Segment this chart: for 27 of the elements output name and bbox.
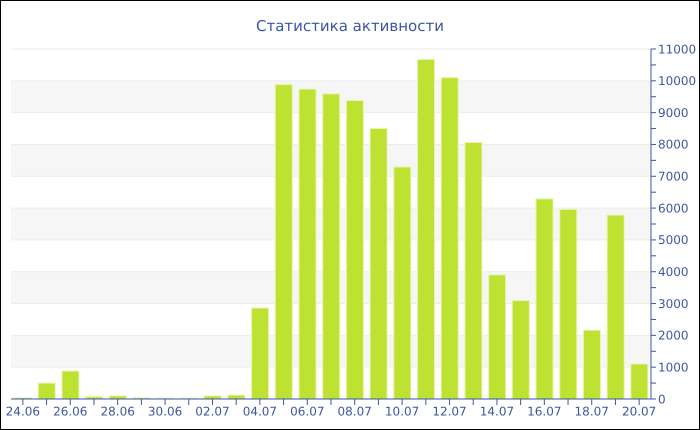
x-tick-label: 28.06 — [100, 404, 135, 419]
y-tick-label: 0 — [658, 392, 666, 406]
y-tick-label: 4000 — [658, 264, 689, 279]
x-tick-label: 04.07 — [242, 404, 278, 419]
y-tick-label: 6000 — [658, 201, 689, 216]
x-tick-label: 12.07 — [432, 404, 467, 419]
x-tick-label: 06.07 — [290, 404, 324, 419]
y-tick-label: 8000 — [658, 138, 689, 152]
x-tick-label: 08.07 — [338, 404, 372, 419]
y-tick-label: 11000 — [658, 42, 696, 56]
y-tick-label: 2000 — [658, 328, 689, 343]
x-tick-label: 26.06 — [53, 404, 88, 419]
y-tick-label: 10000 — [658, 74, 696, 88]
x-tick-label: 16.07 — [527, 404, 562, 419]
chart-title: Статистика активности — [255, 16, 445, 37]
x-tick-label: 14.07 — [480, 404, 514, 419]
x-tick-label: 10.07 — [384, 404, 420, 419]
y-tick-label: 5000 — [658, 233, 689, 248]
y-tick-label: 9000 — [658, 106, 689, 120]
y-tick-label: 1000 — [658, 360, 689, 374]
y-tick-label: 3000 — [658, 296, 689, 311]
x-tick-label: 02.07 — [195, 404, 230, 419]
x-tick-label: 24.06 — [6, 404, 40, 419]
x-tick-label: 18.07 — [574, 404, 609, 419]
x-tick-label: 20.07 — [622, 404, 656, 419]
y-tick-label: 7000 — [658, 170, 689, 184]
x-tick-label: 30.06 — [148, 404, 182, 419]
